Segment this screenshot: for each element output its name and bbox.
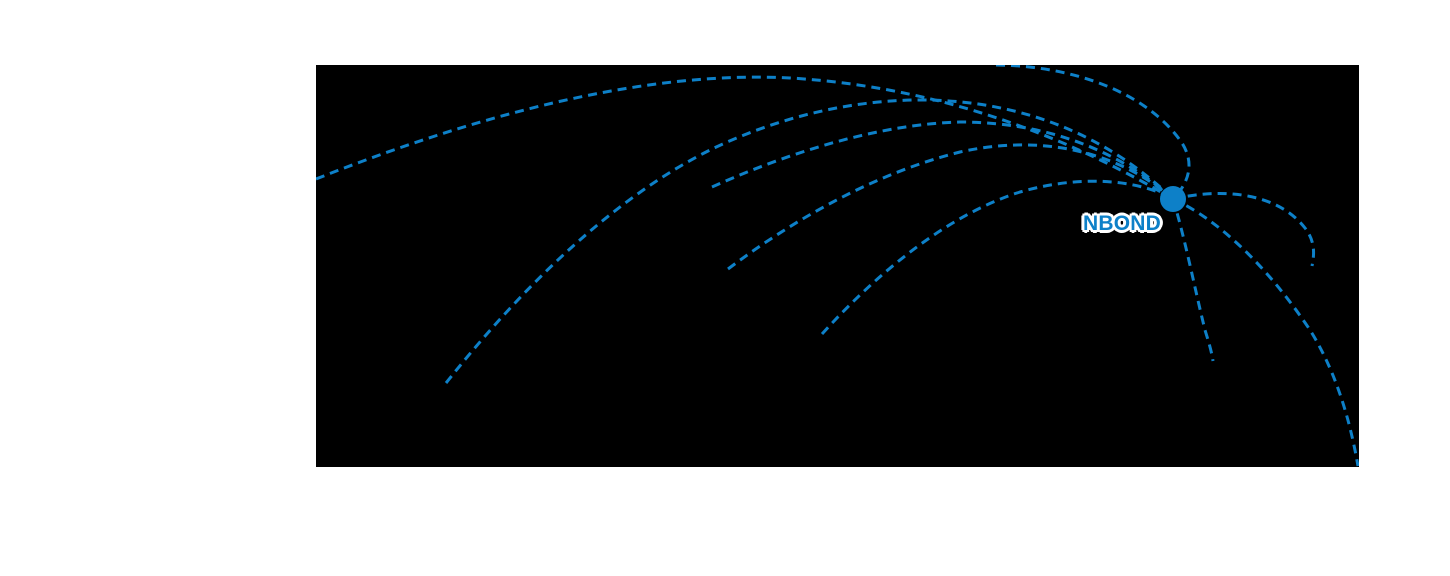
graph-node-nbond[interactable] <box>1160 186 1186 212</box>
graph-node-label-nbond[interactable]: NBOND <box>1083 212 1161 235</box>
